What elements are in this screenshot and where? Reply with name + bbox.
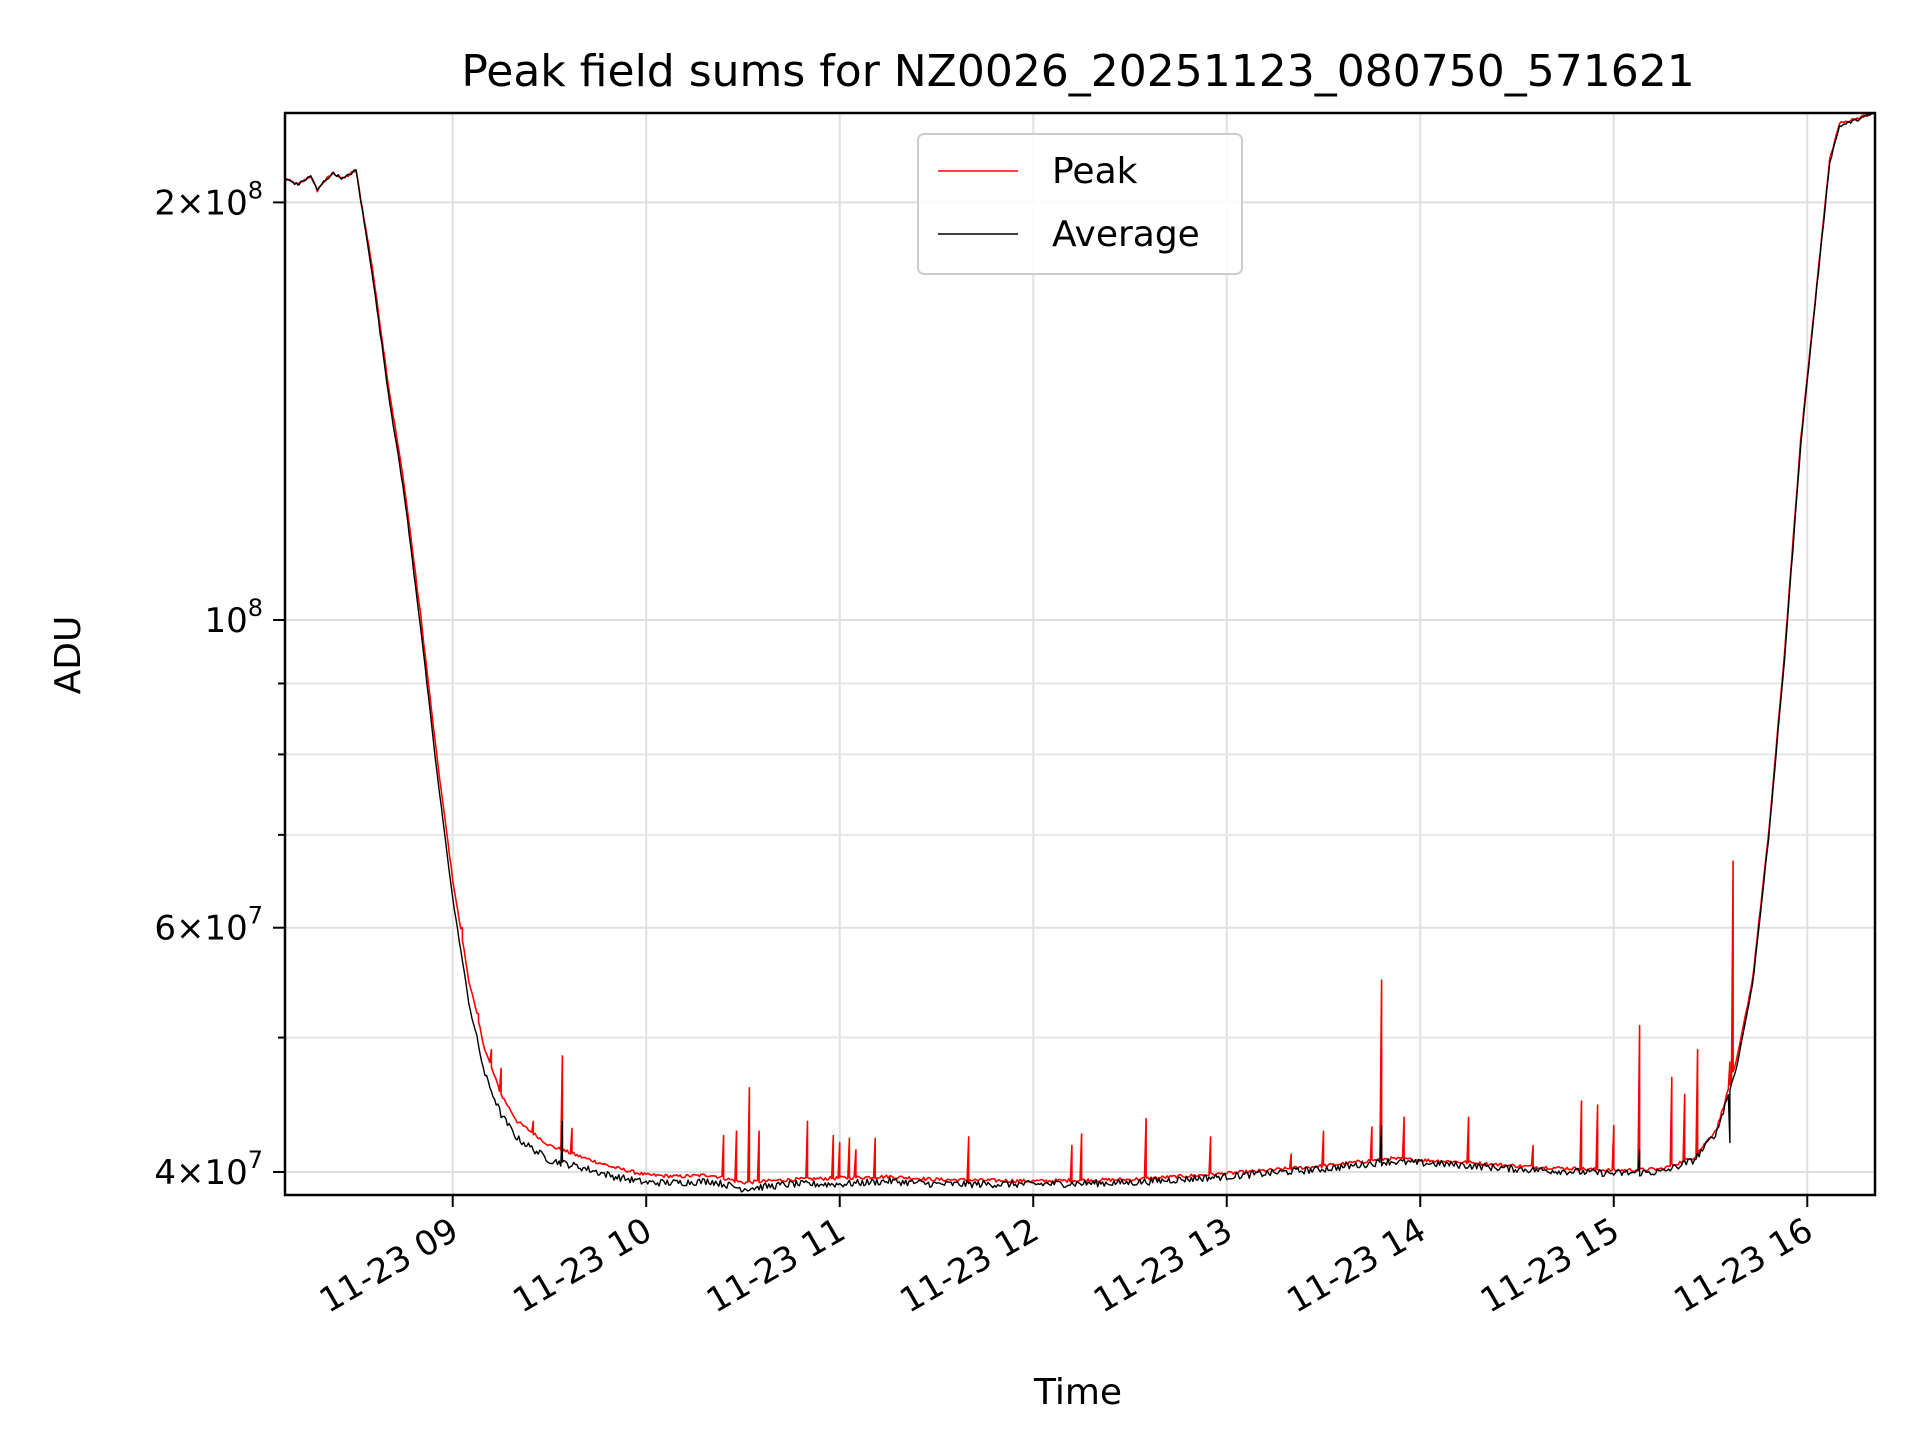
series-peak-line bbox=[284, 112, 1876, 1185]
plot-frame bbox=[283, 111, 1877, 1197]
y-tick-label: 6×107 bbox=[154, 902, 263, 949]
y-tick-label: 4×107 bbox=[154, 1146, 263, 1193]
y-axis-label: ADU bbox=[48, 616, 89, 695]
legend-average-label: Average bbox=[1052, 214, 1200, 255]
series-average-line bbox=[285, 112, 1876, 1193]
legend: Peak Average bbox=[917, 133, 1243, 275]
legend-peak-label: Peak bbox=[1052, 151, 1138, 192]
legend-box bbox=[917, 133, 1243, 275]
grid bbox=[285, 113, 1875, 1195]
series-lines bbox=[284, 112, 1876, 1193]
x-axis-label: Time bbox=[1033, 1372, 1122, 1413]
y-tick-label: 2×108 bbox=[154, 176, 263, 223]
chart-title: Peak field sums for NZ0026_20251123_0807… bbox=[461, 46, 1694, 97]
